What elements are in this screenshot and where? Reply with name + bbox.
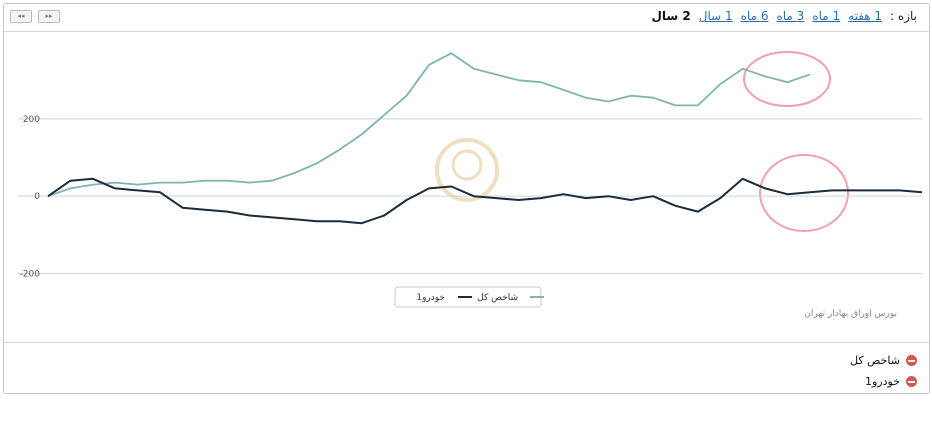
range-selector: بازه : 1 هفته 1 ماه 3 ماه 6 ماه 1 سال 2 … — [652, 9, 918, 23]
watermark-logo — [435, 138, 499, 202]
highlight-circle — [743, 51, 831, 107]
y-tick-label: -200 — [20, 269, 41, 279]
legend-label: خودرو1 — [416, 293, 445, 303]
range-option[interactable]: 6 ماه — [740, 9, 769, 23]
toolbar: ◂◂ ▸▸ بازه : 1 هفته 1 ماه 3 ماه 6 ماه 1 … — [4, 4, 929, 32]
series-line — [47, 177, 923, 225]
range-option[interactable]: 1 هفته — [848, 9, 883, 23]
remove-icon[interactable] — [906, 376, 917, 387]
separator — [4, 342, 929, 343]
range-label: بازه : — [890, 9, 917, 23]
series-line — [47, 52, 811, 198]
chart-panel: ◂◂ ▸▸ بازه : 1 هفته 1 ماه 3 ماه 6 ماه 1 … — [3, 3, 930, 394]
chart: بورس اوراق بهادار تهران -200 0 200 شاخص کل خ… — [18, 51, 923, 319]
y-tick-label: 0 — [34, 192, 40, 202]
series-item[interactable]: خودرو1 — [850, 371, 917, 392]
credit: بورس اوراق بهادار تهران — [804, 309, 897, 319]
range-option[interactable]: 1 ماه — [812, 9, 841, 23]
range-option[interactable]: 1 سال — [698, 9, 733, 23]
remove-icon[interactable] — [906, 355, 917, 366]
series-item[interactable]: شاخص کل — [850, 350, 917, 371]
series-item-label: شاخص کل — [850, 354, 900, 367]
nav-button[interactable]: ◂◂ — [10, 10, 32, 23]
legend-label: شاخص کل — [477, 293, 518, 303]
y-tick-label: 200 — [23, 115, 40, 125]
series-list: شاخص کل خودرو1 — [850, 350, 917, 392]
nav-button[interactable]: ▸▸ — [38, 10, 60, 23]
highlight-circle — [759, 154, 849, 232]
series-item-label: خودرو1 — [864, 375, 900, 388]
range-option[interactable]: 2 سال — [651, 9, 691, 23]
range-option[interactable]: 3 ماه — [776, 9, 805, 23]
